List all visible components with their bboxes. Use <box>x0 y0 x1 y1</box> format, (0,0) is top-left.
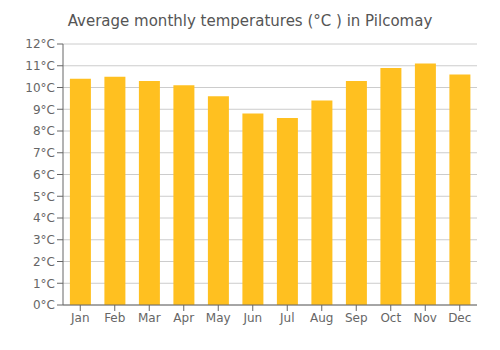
svg-text:Jun: Jun <box>242 311 262 325</box>
svg-text:9°C: 9°C <box>33 103 55 117</box>
svg-text:Sep: Sep <box>345 311 368 325</box>
svg-text:Oct: Oct <box>380 311 401 325</box>
svg-text:Nov: Nov <box>414 311 437 325</box>
svg-text:Mar: Mar <box>138 311 161 325</box>
svg-text:Jan: Jan <box>70 311 90 325</box>
svg-text:12°C: 12°C <box>25 37 55 51</box>
svg-text:3°C: 3°C <box>33 233 55 247</box>
svg-text:8°C: 8°C <box>33 124 55 138</box>
svg-text:Feb: Feb <box>104 311 125 325</box>
svg-text:5°C: 5°C <box>33 190 55 204</box>
svg-text:Aug: Aug <box>310 311 333 325</box>
svg-text:4°C: 4°C <box>33 211 55 225</box>
svg-text:10°C: 10°C <box>25 81 55 95</box>
html-text:Average monthly temperatures (: Average monthly temperatures (°C ) in Pi… <box>67 12 433 30</box>
svg-text:1°C: 1°C <box>33 277 55 291</box>
svg-text:Dec: Dec <box>448 311 471 325</box>
svg-text:0°C: 0°C <box>33 298 55 312</box>
svg-text:7°C: 7°C <box>33 146 55 160</box>
svg-text:6°C: 6°C <box>33 168 55 182</box>
svg-text:Jul: Jul <box>279 311 294 325</box>
svg-text:2°C: 2°C <box>33 255 55 269</box>
svg-text:11°C: 11°C <box>25 59 55 73</box>
svg-text:Apr: Apr <box>173 311 194 325</box>
svg-text:May: May <box>206 311 231 325</box>
